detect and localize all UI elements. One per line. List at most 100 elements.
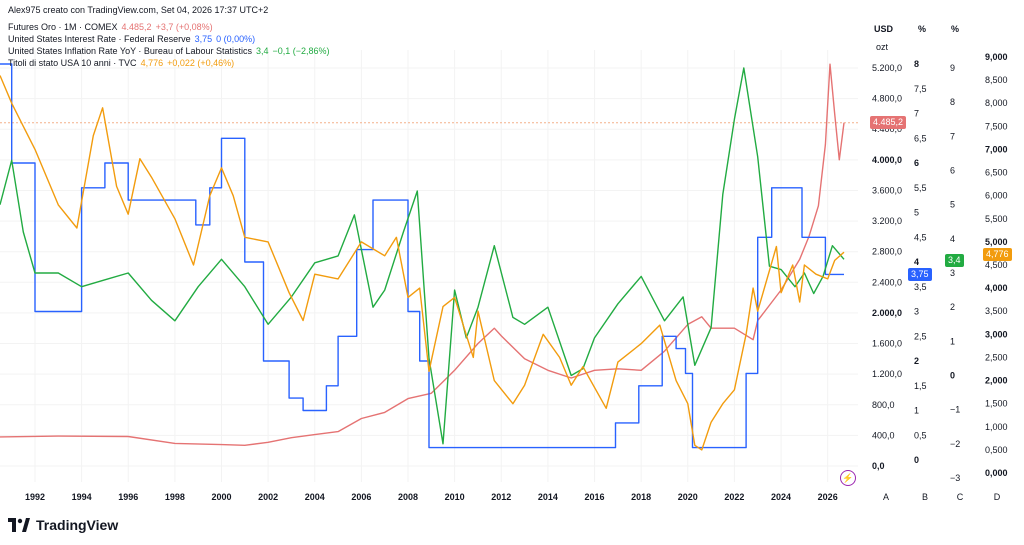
y-tick-label: 4,000 [985,283,1008,293]
legend-change: −0,1 (−2,86%) [272,46,330,56]
x-tick-label: 2004 [305,492,325,502]
y-tick-label: 4 [950,234,955,244]
y-tick-label: 7 [950,131,955,141]
tradingview-logo-text: TradingView [36,517,119,533]
x-tick-label: 2012 [491,492,511,502]
flash-icon[interactable]: ⚡ [840,470,856,486]
scale-letter: A [883,492,889,502]
y-tick-label: 7,000 [985,144,1008,154]
y-tick-label: 0 [950,371,955,381]
y-tick-label: 8,500 [985,75,1008,85]
y-tick-label: 2.000,0 [872,308,902,318]
y-tick-label: 1,000 [985,422,1008,432]
scale-letter: B [922,492,928,502]
legend-series-name: United States Interest Rate · Federal Re… [8,34,191,44]
y-tick-label: 4.400,0 [872,124,902,134]
y-tick-label: 2,5 [914,331,927,341]
y-tick-label: 5 [914,208,919,218]
attribution-text: Alex975 creato con TradingView.com, Set … [8,5,269,15]
x-tick-label: 1994 [72,492,92,502]
y-tick-label: 1,500 [985,399,1008,409]
y-tick-label: 2 [950,302,955,312]
y-tick-label: 5,000 [985,237,1008,247]
legend-row[interactable]: United States Inflation Rate YoY · Burea… [8,46,330,57]
y-tick-label: 1 [914,406,919,416]
legend-last-value: 4,776 [140,58,164,68]
inflation-last-tag: 3,4 [945,254,964,267]
y-tick-label: 2,000 [985,376,1008,386]
scale-b-unit: % [918,24,927,34]
gold-last-tag: 4.485,2 [870,116,907,129]
series-line [0,63,845,446]
y-tick-label: 0,0 [872,461,885,471]
y-tick-label: 5,5 [914,183,927,193]
y-tick-label: 6 [950,166,955,176]
y-tick-label: 3 [950,268,955,278]
y-tick-label: 1.200,0 [872,369,902,379]
y-tick-label: 3,5 [914,282,927,292]
x-tick-label: 2000 [211,492,231,502]
series-line [0,63,844,449]
y-tick-label: 800,0 [872,400,895,410]
x-tick-label: 2020 [678,492,698,502]
series-line [0,67,845,445]
x-tick-label: 1992 [25,492,45,502]
y-tick-label: 7,500 [985,121,1008,131]
y-tick-label: 3 [914,307,919,317]
y-tick-label: 4,5 [914,232,927,242]
y-tick-label: 3.600,0 [872,185,902,195]
series-line [0,75,845,451]
y-tick-label: 2,500 [985,352,1008,362]
y-tick-label: 5,500 [985,214,1008,224]
scale-c-unit: % [951,24,960,34]
rate-last-tag: 3,75 [908,268,932,281]
y-tick-label: 1 [950,336,955,346]
x-tick-label: 2018 [631,492,651,502]
y-tick-label: 4 [914,257,919,267]
legend-series-name: United States Inflation Rate YoY · Burea… [8,46,252,56]
y-tick-label: 4.800,0 [872,94,902,104]
legend-series-name: Futures Oro · 1M · COMEX [8,22,118,32]
y-tick-label: 3.200,0 [872,216,902,226]
legend-last-value: 3,4 [255,46,269,56]
legend-row[interactable]: Titoli di stato USA 10 anni · TVC 4,776 +0… [8,58,234,69]
y-tick-label: 8,000 [985,98,1008,108]
y-tick-label: 2.400,0 [872,277,902,287]
legend-last-value: 3,75 [194,34,213,44]
x-tick-label: 2024 [771,492,791,502]
y-tick-label: 7 [914,109,919,119]
scale-letter: D [994,492,1001,502]
y-tick-label: −2 [950,439,960,449]
y-tick-label: 5.200,0 [872,63,902,73]
legend-row[interactable]: United States Interest Rate · Federal Re… [8,34,255,45]
x-tick-label: 2022 [724,492,744,502]
legend-change: 0 (0,00%) [216,34,256,44]
y-tick-label: −3 [950,473,960,483]
scale-letter: C [957,492,964,502]
x-tick-label: 1998 [165,492,185,502]
scale-a-unit: ozt [876,42,889,52]
y-tick-label: 7,5 [914,84,927,94]
y-tick-label: 9 [950,63,955,73]
y-tick-label: 6,500 [985,168,1008,178]
y-tick-label: 2 [914,356,919,366]
legend-change: +3,7 (+0,08%) [155,22,213,32]
y-tick-label: 6,000 [985,191,1008,201]
legend-series-name: Titoli di stato USA 10 anni · TVC [8,58,137,68]
scale-a-currency: USD [874,24,894,34]
y-tick-label: 3,500 [985,306,1008,316]
x-tick-label: 1996 [118,492,138,502]
y-tick-label: 8 [950,97,955,107]
y-tick-label: 4,500 [985,260,1008,270]
y-tick-label: 5 [950,200,955,210]
legend-row[interactable]: Futures Oro · 1M · COMEX 4.485,2 +3,7 (+0,… [8,22,213,33]
y-tick-label: 0,000 [985,468,1008,478]
y-tick-label: 6 [914,158,919,168]
x-tick-label: 2008 [398,492,418,502]
x-tick-label: 2010 [445,492,465,502]
y-tick-label: 0,5 [914,430,927,440]
x-tick-label: 2006 [351,492,371,502]
y-tick-label: 1,5 [914,381,927,391]
y-tick-label: 3,000 [985,329,1008,339]
